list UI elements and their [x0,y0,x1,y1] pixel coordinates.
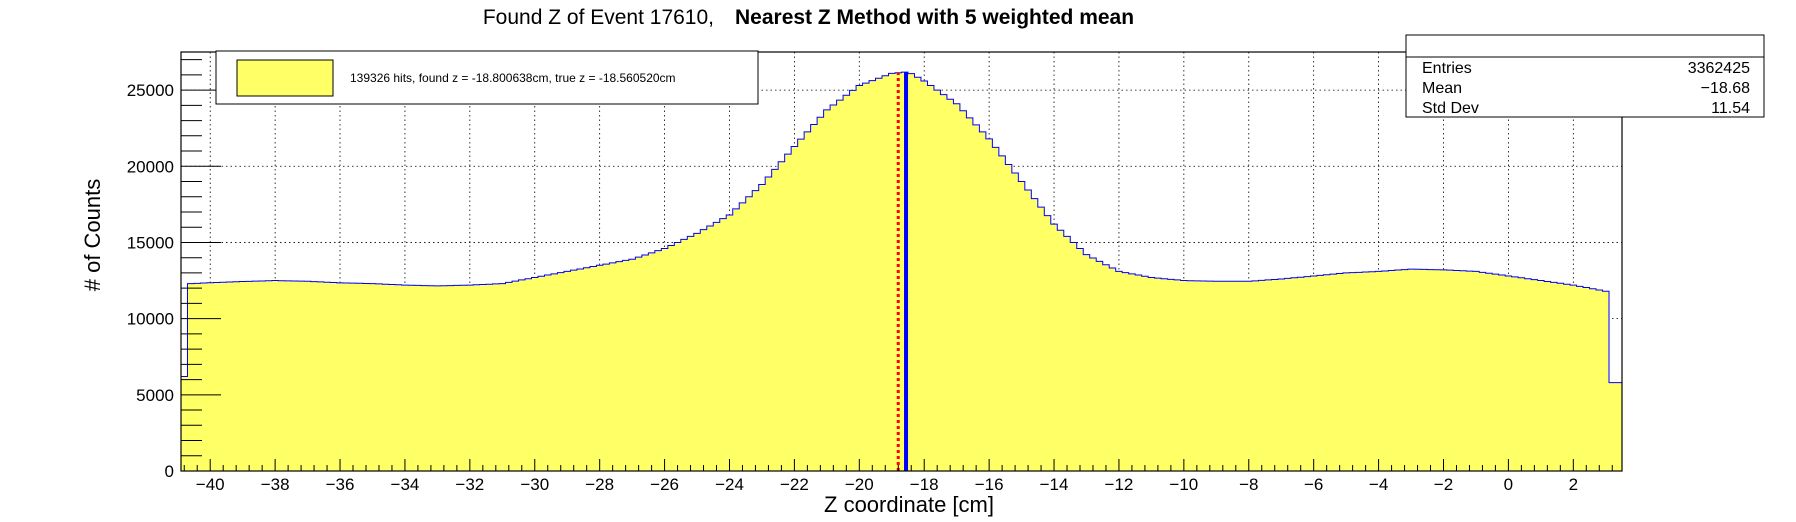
x-tick-label: −20 [845,475,874,494]
histogram-series [180,71,1623,472]
stats-mean-value: −18.68 [1701,80,1750,97]
x-tick-label: −18 [910,475,939,494]
x-axis-title: Z coordinate [cm] [824,492,994,517]
marker-lines [896,71,909,471]
title-method: Nearest Z Method with 5 weighted mean [735,6,1134,29]
x-tick-label: −10 [1169,475,1198,494]
y-tick-label: 20000 [127,157,174,176]
x-tick-label: −12 [1105,475,1134,494]
x-tick-label: −2 [1434,475,1453,494]
x-tick-label: −16 [975,475,1004,494]
x-tick-label: −6 [1304,475,1323,494]
x-tick-label: −4 [1369,475,1388,494]
legend-entry: 139326 hits, found z = -18.800638cm, tru… [350,71,676,85]
legend-swatch [236,59,334,97]
y-axis-title: # of Counts [80,179,105,292]
histogram-bars [180,71,1623,472]
x-tick-label: −24 [715,475,744,494]
x-tick-label: −28 [585,475,614,494]
x-tick-label: −8 [1239,475,1258,494]
stats-box: Entries 3362425 Mean −18.68 Std Dev 11.5… [1405,34,1765,118]
x-tick-label: −26 [650,475,679,494]
stats-frame [1405,34,1765,118]
x-tick-label: −30 [520,475,549,494]
x-tick-label: 2 [1569,475,1578,494]
stats-mean-label: Mean [1422,80,1462,97]
y-tick-label: 5000 [136,386,174,405]
legend-box: 139326 hits, found z = -18.800638cm, tru… [215,50,759,105]
x-tick-label: −32 [455,475,484,494]
x-tick-label: −34 [391,475,420,494]
plot-frame [180,51,1623,472]
stats-stddev-label: Std Dev [1422,100,1479,117]
x-tick-label: −14 [1040,475,1069,494]
stats-entries-value: 3362425 [1688,60,1750,77]
chart-title: Found Z of Event 17610, Nearest Z Method… [483,6,1134,29]
y-tick-label: 10000 [127,310,174,329]
x-tick-label: −22 [780,475,809,494]
stats-entries-label: Entries [1422,60,1472,77]
axis-ticks: −40 −38 −36 −34 −32 −30 −28 −26 −24 −22 −20 −18 −16−… [127,59,1613,494]
y-tick-label: 0 [165,462,174,481]
y-tick-label: 15000 [127,233,174,252]
y-tick-label: 25000 [127,81,174,100]
x-tick-label: −38 [261,475,290,494]
x-tick-label: −40 [196,475,225,494]
stats-stddev-value: 11.54 [1711,100,1750,117]
title-event: Found Z of Event 17610, [483,6,714,29]
x-tick-label: 0 [1504,475,1513,494]
x-tick-label: −36 [326,475,355,494]
